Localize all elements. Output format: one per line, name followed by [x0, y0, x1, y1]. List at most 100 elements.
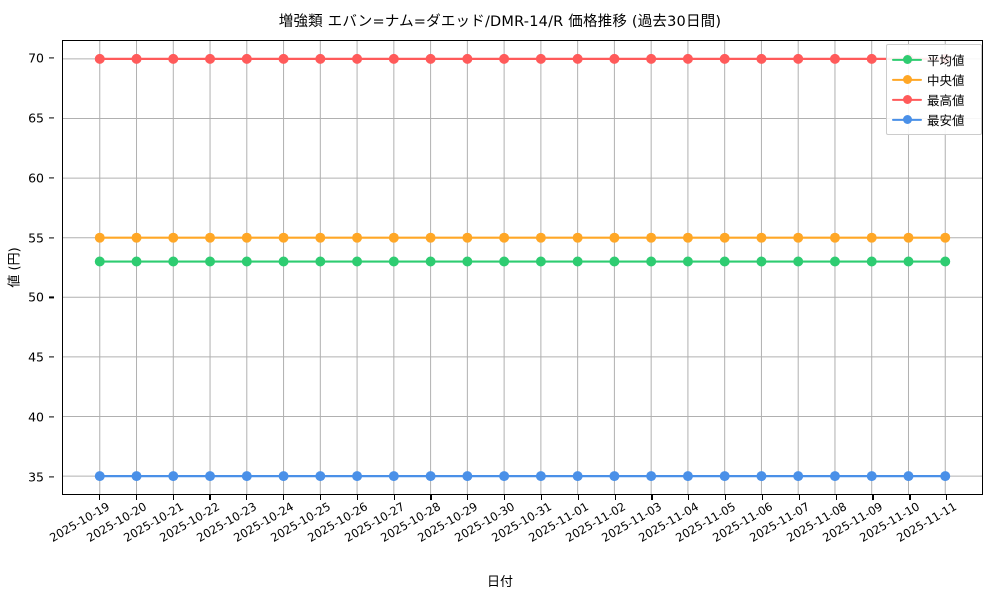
data-point-marker — [168, 256, 179, 267]
data-point-marker — [609, 53, 620, 64]
legend-swatch — [892, 73, 922, 87]
data-point-marker — [462, 232, 473, 243]
data-point-marker — [793, 256, 804, 267]
x-tick-mark — [577, 495, 579, 500]
data-point-marker — [168, 232, 179, 243]
data-point-marker — [609, 256, 620, 267]
data-point-marker — [315, 471, 326, 482]
data-point-marker — [168, 471, 179, 482]
x-tick-mark — [946, 495, 948, 500]
legend-label: 最高値 — [927, 93, 965, 108]
data-point-marker — [131, 53, 142, 64]
data-point-marker — [940, 232, 951, 243]
data-point-marker — [131, 256, 142, 267]
y-tick-label: 40 — [28, 409, 44, 425]
data-point-marker — [241, 471, 252, 482]
series-1 — [94, 256, 951, 267]
legend-swatch — [892, 93, 922, 107]
data-point-marker — [866, 471, 877, 482]
data-point-marker — [315, 256, 326, 267]
data-point-marker — [352, 232, 363, 243]
data-point-marker — [829, 232, 840, 243]
x-tick-mark — [246, 495, 248, 500]
y-tick-label: 55 — [28, 230, 44, 246]
data-point-marker — [205, 53, 216, 64]
legend-item-3[interactable]: 最高値 — [892, 90, 975, 109]
legend-item-1[interactable]: 平均値 — [892, 50, 975, 69]
data-point-marker — [278, 471, 289, 482]
data-point-marker — [499, 256, 510, 267]
data-point-marker — [205, 471, 216, 482]
chart-legend: 平均値 中央値最高値最安値 — [886, 44, 982, 135]
data-point-marker — [903, 471, 914, 482]
data-series-layer — [94, 53, 951, 482]
data-point-marker — [572, 471, 583, 482]
x-tick-mark — [172, 495, 174, 500]
data-point-marker — [388, 256, 399, 267]
x-axis-tick-labels: 2025-10-19 2025-10-20 2025-10-21 2025-10-22… — [47, 499, 983, 567]
series-4 — [94, 471, 951, 482]
data-point-marker — [682, 256, 693, 267]
x-tick-mark — [504, 495, 506, 500]
data-point-marker — [94, 256, 105, 267]
data-point-marker — [535, 53, 546, 64]
data-point-marker — [241, 232, 252, 243]
data-point-marker — [829, 53, 840, 64]
data-point-marker — [462, 53, 473, 64]
data-point-marker — [352, 256, 363, 267]
data-point-marker — [940, 256, 951, 267]
legend-swatch — [892, 113, 922, 127]
y-tick-mark — [49, 296, 54, 299]
plot-area — [62, 40, 983, 495]
y-tick-label: 50 — [28, 289, 44, 305]
legend-marker-icon — [902, 75, 912, 84]
y-tick-mark — [49, 177, 54, 179]
data-point-marker — [609, 471, 620, 482]
legend-item-4[interactable]: 最安値 — [892, 110, 975, 129]
x-tick-mark — [209, 495, 211, 500]
data-point-marker — [315, 53, 326, 64]
y-tick-mark — [49, 416, 54, 418]
data-point-marker — [499, 232, 510, 243]
data-point-marker — [646, 256, 657, 267]
data-point-marker — [572, 53, 583, 64]
data-point-marker — [241, 53, 252, 64]
x-tick-mark — [319, 495, 322, 500]
x-tick-mark — [540, 495, 543, 500]
data-point-marker — [499, 471, 510, 482]
data-point-marker — [793, 53, 804, 64]
data-point-marker — [756, 256, 767, 267]
x-tick-mark — [725, 495, 727, 500]
data-point-marker — [168, 53, 179, 64]
x-axis-label: 日付 — [486, 575, 513, 590]
data-point-marker — [535, 256, 546, 267]
legend-marker-icon — [902, 55, 912, 64]
data-point-marker — [682, 232, 693, 243]
data-point-marker — [682, 471, 693, 482]
x-tick-mark — [688, 495, 690, 500]
legend-label: 最安値 — [927, 113, 965, 128]
data-point-marker — [793, 232, 804, 243]
data-point-marker — [793, 471, 804, 482]
x-tick-mark — [135, 495, 137, 500]
y-tick-label: 60 — [28, 170, 44, 186]
legend-item-2[interactable]: 中央値 — [892, 70, 975, 89]
legend-marker-icon — [902, 95, 912, 104]
data-point-marker — [131, 471, 142, 482]
data-point-marker — [388, 471, 399, 482]
y-axis-tick-labels: 35 40 45 50 55 60 65 70 — [0, 40, 54, 495]
x-tick-mark — [393, 495, 395, 500]
data-point-marker — [425, 232, 436, 243]
x-tick-mark — [283, 495, 285, 500]
x-tick-mark — [909, 495, 911, 500]
data-point-marker — [756, 53, 767, 64]
data-point-marker — [425, 471, 436, 482]
data-point-marker — [646, 471, 657, 482]
data-point-marker — [278, 256, 289, 267]
data-point-marker — [646, 53, 657, 64]
y-tick-label: 35 — [28, 469, 44, 485]
x-tick-mark — [356, 495, 358, 500]
data-point-marker — [829, 471, 840, 482]
data-point-marker — [719, 232, 730, 243]
